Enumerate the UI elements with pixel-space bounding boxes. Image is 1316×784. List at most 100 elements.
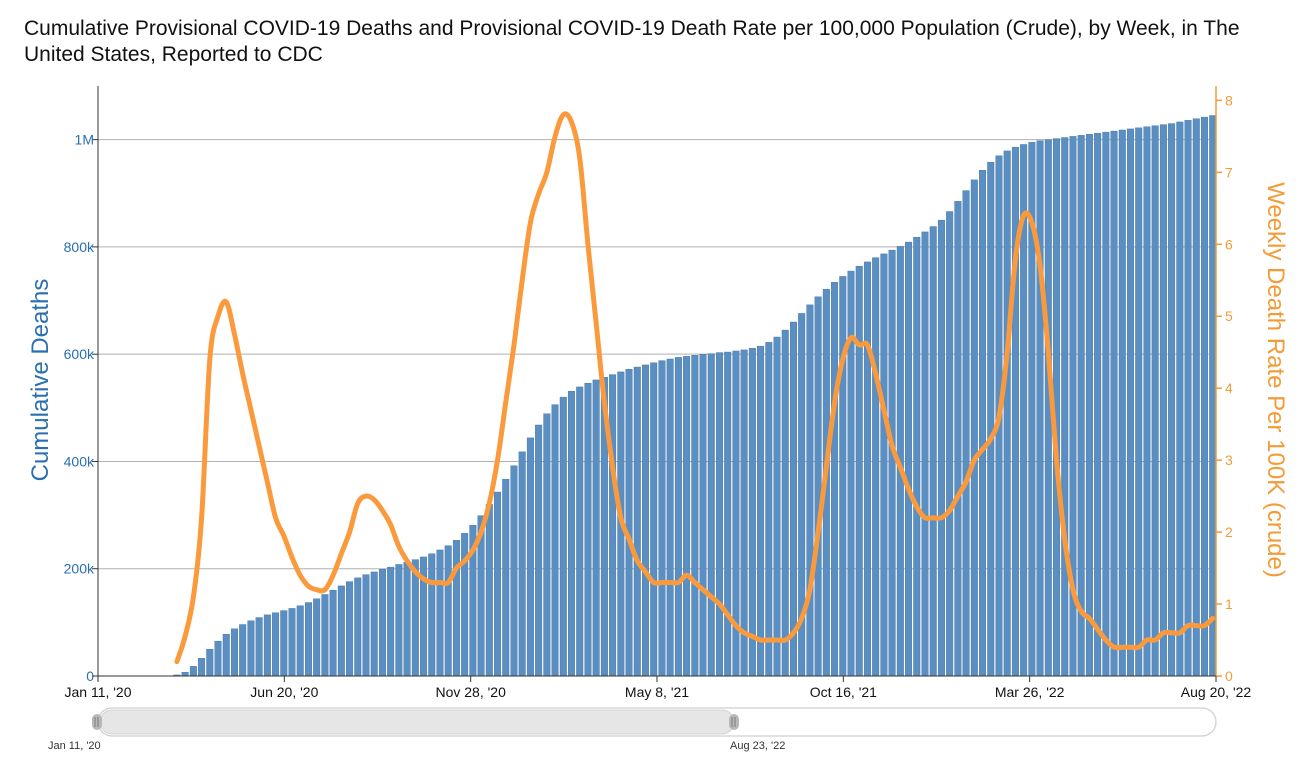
scrollbar-left-handle[interactable] bbox=[92, 714, 102, 730]
bar bbox=[551, 404, 559, 677]
bar bbox=[304, 602, 312, 677]
y-left-tick-label: 200k bbox=[64, 561, 95, 577]
bar bbox=[970, 179, 978, 677]
bar bbox=[272, 612, 280, 677]
bar bbox=[658, 360, 666, 677]
bar bbox=[847, 270, 855, 677]
bar bbox=[502, 478, 510, 677]
bar bbox=[1159, 124, 1167, 677]
scrollbar-right-handle[interactable] bbox=[729, 714, 739, 730]
bar bbox=[962, 190, 970, 677]
bar bbox=[1085, 134, 1093, 677]
y-axis-right-label: Weekly Death Rate Per 100K (crude) bbox=[1262, 182, 1289, 578]
bar bbox=[1176, 121, 1184, 677]
bar bbox=[1135, 127, 1143, 677]
bar bbox=[1110, 130, 1118, 677]
bar bbox=[765, 342, 773, 677]
bar bbox=[526, 437, 534, 677]
bar bbox=[362, 574, 370, 677]
bar bbox=[452, 540, 460, 677]
bar bbox=[880, 253, 888, 677]
bar bbox=[395, 564, 403, 677]
x-tick-label: Aug 20, '22 bbox=[1181, 684, 1252, 700]
bar bbox=[789, 321, 797, 677]
bar bbox=[674, 357, 682, 677]
bar bbox=[839, 276, 847, 677]
chart-title: Cumulative Provisional COVID-19 Deaths a… bbox=[24, 17, 1240, 66]
bar bbox=[378, 569, 386, 677]
bar bbox=[584, 382, 592, 677]
bar bbox=[485, 504, 493, 677]
bar bbox=[954, 201, 962, 677]
x-tick-label: May 8, '21 bbox=[625, 684, 689, 700]
bar bbox=[255, 617, 263, 677]
rate-line bbox=[174, 111, 1216, 665]
x-tick-label: Oct 16, '21 bbox=[810, 684, 877, 700]
bar bbox=[428, 553, 436, 677]
bar bbox=[337, 585, 345, 677]
bar bbox=[247, 620, 255, 677]
bar bbox=[979, 170, 987, 677]
bar bbox=[831, 282, 839, 677]
bar bbox=[346, 581, 354, 677]
bar bbox=[288, 608, 296, 677]
bar bbox=[855, 266, 863, 677]
scrollbar-start-label: Jan 11, '20 bbox=[48, 740, 101, 752]
bar bbox=[806, 304, 814, 677]
bar bbox=[650, 362, 658, 677]
bar bbox=[987, 161, 995, 677]
bar bbox=[748, 348, 756, 677]
bar bbox=[206, 648, 214, 677]
bar bbox=[559, 396, 567, 677]
bar bbox=[329, 589, 337, 677]
bar bbox=[1209, 115, 1217, 677]
bar bbox=[189, 666, 197, 677]
bar bbox=[666, 358, 674, 677]
bar bbox=[814, 296, 822, 677]
bar bbox=[1151, 125, 1159, 677]
bar bbox=[1143, 126, 1151, 677]
bar bbox=[518, 451, 526, 677]
y-left-tick-label: 600k bbox=[64, 346, 95, 362]
bar bbox=[691, 355, 699, 677]
bar bbox=[403, 562, 411, 677]
y-left-tick-label: 400k bbox=[64, 453, 95, 469]
x-tick-label: Mar 26, '22 bbox=[995, 684, 1065, 700]
bar bbox=[863, 261, 871, 677]
axis-labels: Cumulative Deaths Weekly Death Rate Per … bbox=[27, 182, 1289, 578]
bar bbox=[905, 241, 913, 677]
y-right-tick-label: 7 bbox=[1225, 164, 1233, 180]
y-right-tick-label: 2 bbox=[1225, 524, 1233, 540]
bar-series bbox=[173, 115, 1217, 677]
bar bbox=[1192, 118, 1200, 677]
bar bbox=[222, 633, 230, 677]
bar bbox=[609, 374, 617, 677]
bar bbox=[946, 211, 954, 677]
y-left-tick-label: 0 bbox=[86, 668, 94, 684]
bar bbox=[1118, 129, 1126, 677]
bar bbox=[937, 219, 945, 677]
bar bbox=[683, 356, 691, 677]
bar bbox=[230, 628, 238, 677]
scrollbar-thumb[interactable] bbox=[99, 709, 735, 735]
bar bbox=[1011, 146, 1019, 677]
bar bbox=[280, 610, 288, 677]
bar bbox=[929, 226, 937, 677]
bar bbox=[198, 658, 206, 677]
bar bbox=[296, 605, 304, 677]
bar bbox=[625, 369, 633, 677]
bar bbox=[724, 351, 732, 677]
y-right-tick-label: 1 bbox=[1225, 596, 1233, 612]
bar bbox=[1003, 150, 1011, 677]
bar bbox=[1061, 137, 1069, 677]
y-right-tick-label: 0 bbox=[1225, 668, 1233, 684]
line-series bbox=[174, 111, 1216, 665]
bar bbox=[773, 336, 781, 677]
bar bbox=[510, 465, 518, 677]
bar bbox=[535, 424, 543, 677]
axes: 0 200k 400k 600k 800k 1M 0 1 2 3 4 5 6 7 8 Jan 11, '20 J… bbox=[64, 86, 1252, 700]
bar bbox=[321, 594, 329, 677]
bar bbox=[1168, 123, 1176, 677]
range-scrollbar[interactable] bbox=[92, 707, 1217, 737]
